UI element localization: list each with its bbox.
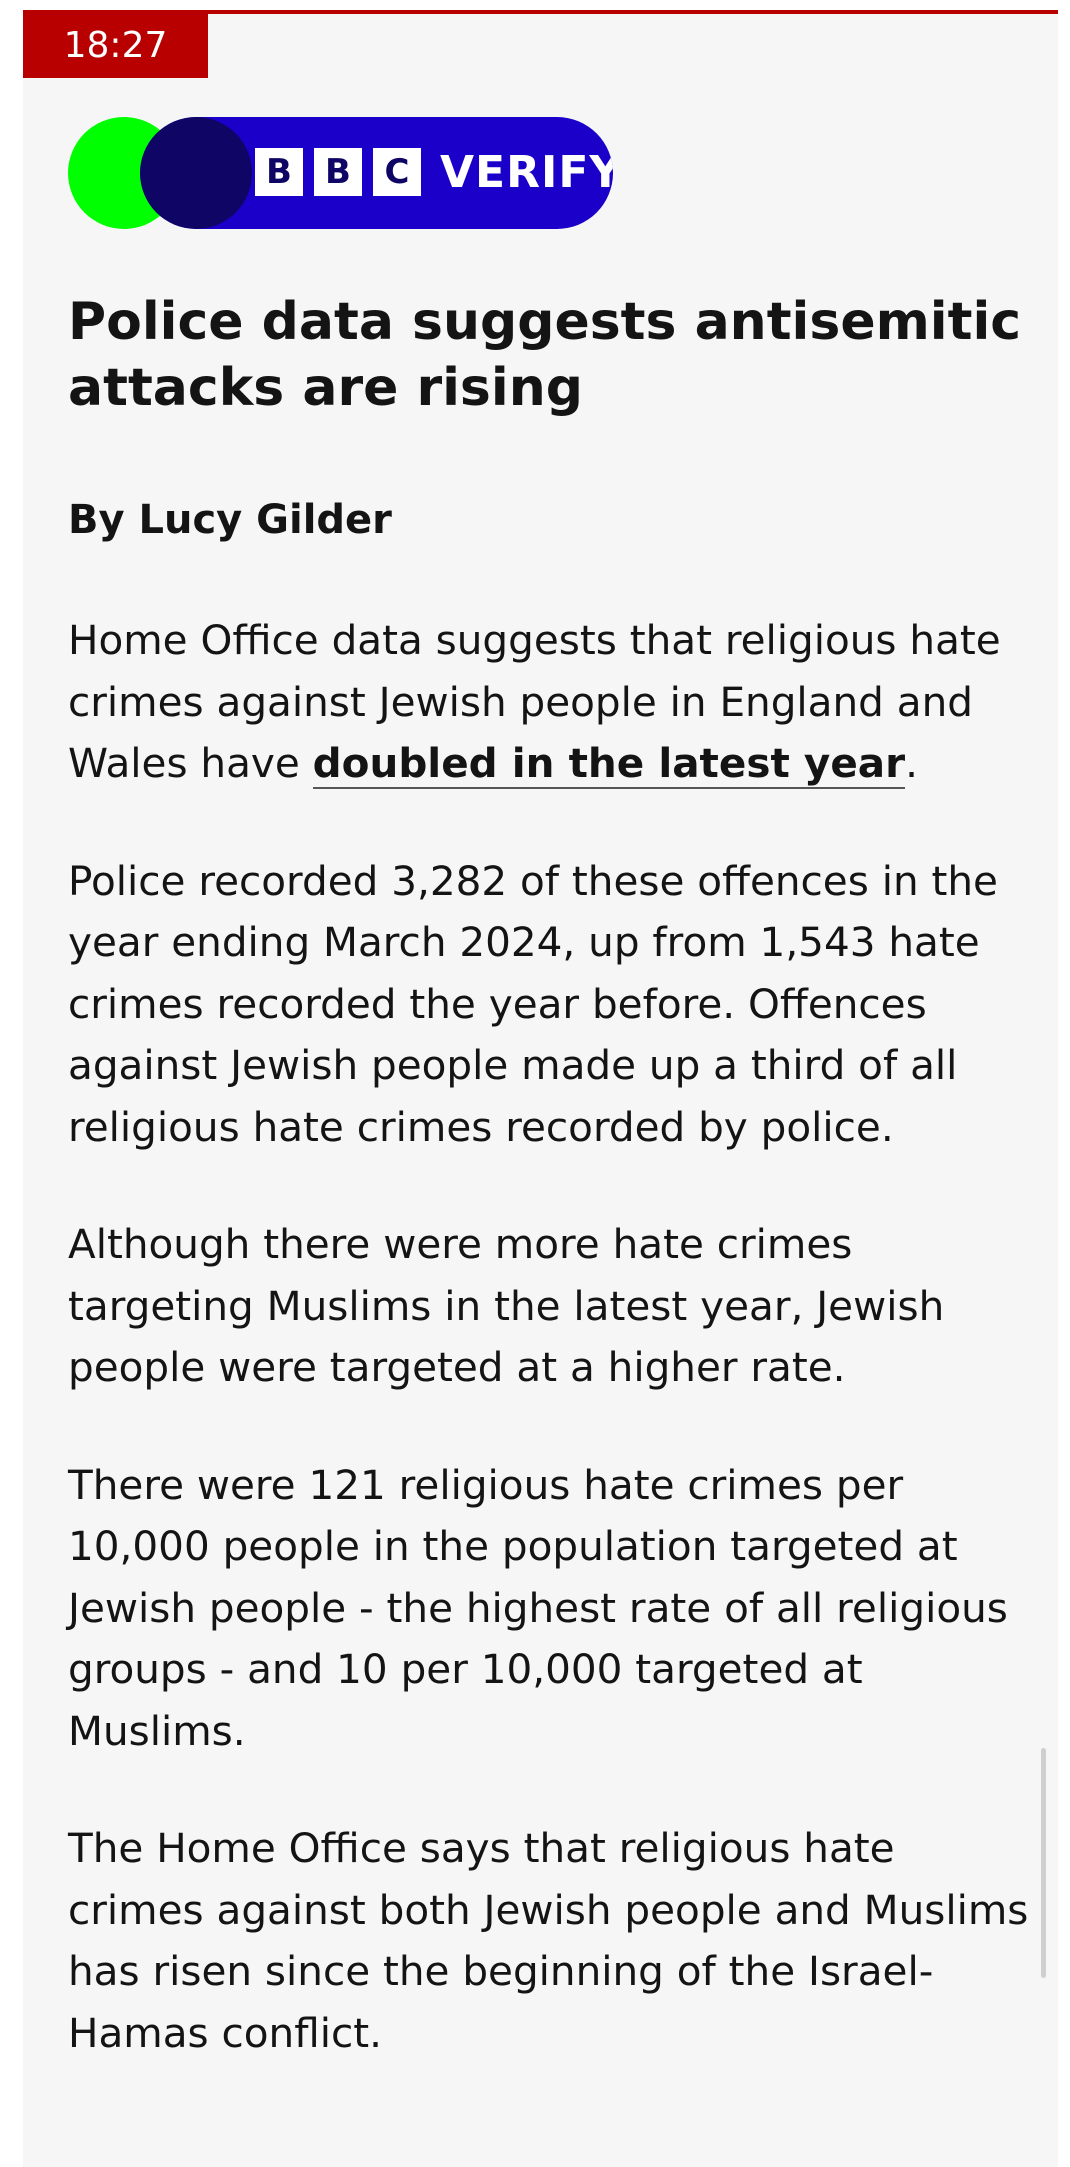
bbc-block-b2: B [314,148,362,196]
timestamp-badge: 18:27 [23,14,208,78]
paragraph-1-text: Home Office data suggests that religious… [68,616,1001,787]
bbc-block-b1: B [255,148,303,196]
verify-pill: B B C VERIFY [140,117,613,229]
verify-word: VERIFY [440,147,613,198]
paragraph-5: The Home Office says that religious hate… [68,1824,1029,2057]
paragraph-2: Police recorded 3,282 of these offences … [68,856,998,1151]
paragraph-4: There were 121 religious hate crimes per… [68,1460,1008,1755]
paragraph-3: Although there were more hate crimes tar… [68,1220,945,1391]
paragraph-1-end: . [905,739,918,787]
post-headline: Police data suggests antisemitic attacks… [68,292,1022,418]
verify-overlap [140,117,252,229]
bbc-block-c: C [373,148,421,196]
paragraph-1: Home Office data suggests that religious… [68,610,1043,795]
article-body: Home Office data suggests that religious… [68,610,1043,2120]
byline: By Lucy Gilder [68,497,392,543]
bbc-blocks: B B C [255,148,421,196]
scrollbar[interactable] [1041,1748,1046,1978]
bbc-verify-logo: B B C VERIFY [68,117,613,229]
live-post-card: 18:27 B B C VERIFY Police data suggests … [23,10,1058,2167]
doubled-link[interactable]: doubled in the latest year [312,739,906,789]
